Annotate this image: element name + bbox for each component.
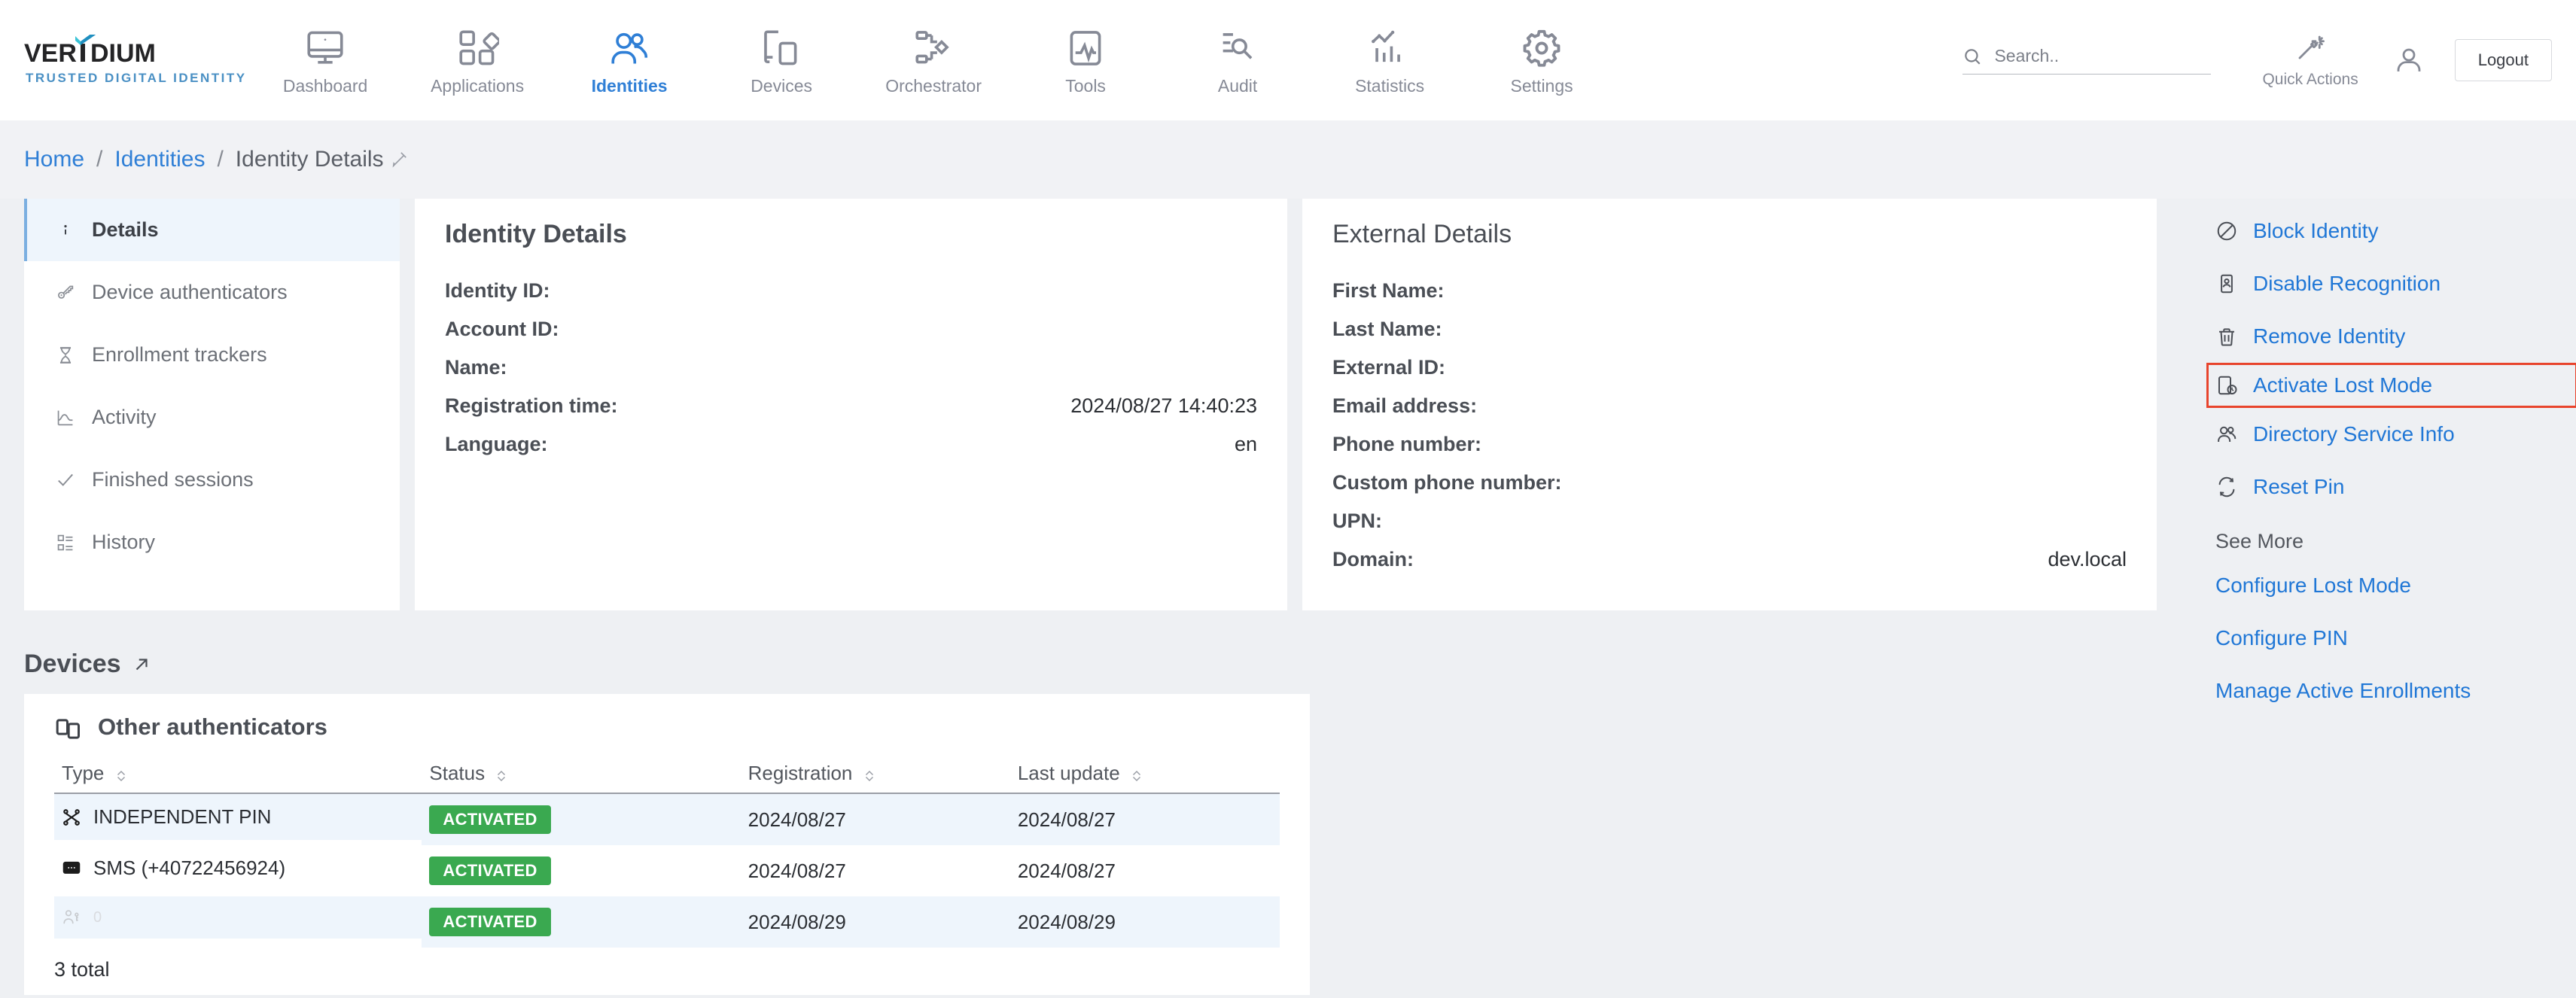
svg-text:DIUM: DIUM [90, 39, 156, 68]
svg-text:VER: VER [24, 39, 77, 68]
